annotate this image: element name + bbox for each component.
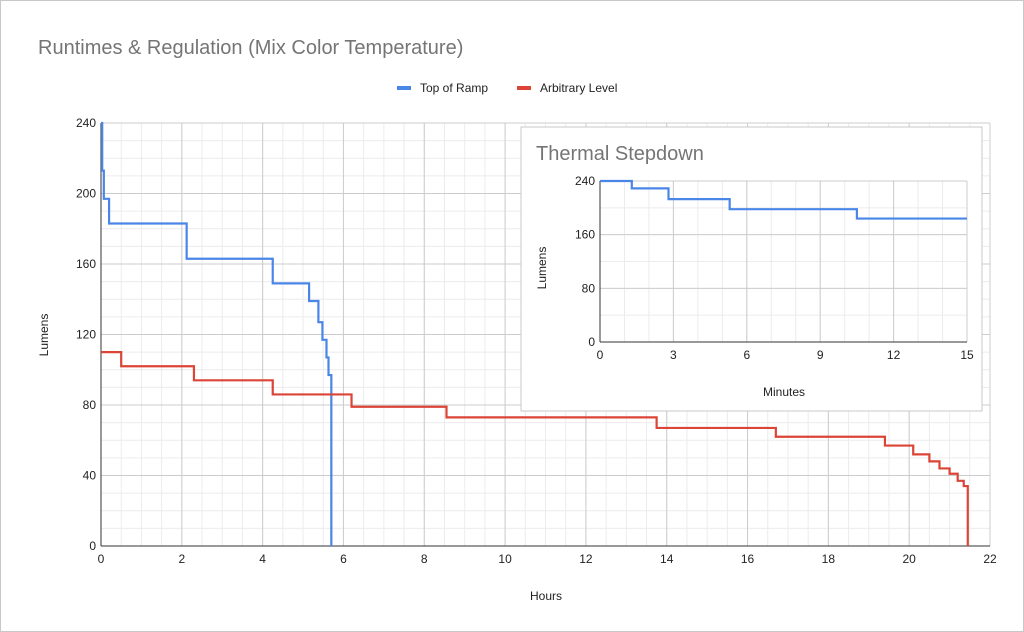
main-y-tick-label: 240 <box>76 116 96 130</box>
main-x-tick-label: 4 <box>259 552 266 566</box>
inset-x-tick-label: 0 <box>597 348 604 362</box>
inset-x-tick-label: 9 <box>817 348 824 362</box>
inset-x-tick-label: 12 <box>887 348 901 362</box>
legend-label-arbitrary-level: Arbitrary Level <box>540 81 617 95</box>
inset-x-axis-label: Minutes <box>763 385 805 399</box>
inset-chart: Thermal Stepdown 0 3 6 9 12 15 0 80 160 240 Minut… <box>520 126 983 412</box>
main-x-tick-label: 14 <box>660 552 674 566</box>
main-y-tick-label: 40 <box>83 469 97 483</box>
main-x-tick-label: 20 <box>903 552 917 566</box>
main-x-tick-label: 10 <box>498 552 512 566</box>
main-x-tick-label: 6 <box>340 552 347 566</box>
main-x-tick-label: 16 <box>741 552 755 566</box>
legend-label-top-of-ramp: Top of Ramp <box>420 81 488 95</box>
main-series-arbitrary-level <box>101 351 969 546</box>
main-y-tick-label: 80 <box>83 398 97 412</box>
main-y-tick-label: 160 <box>76 257 96 271</box>
inset-title: Thermal Stepdown <box>536 143 704 165</box>
inset-x-tick-label: 6 <box>743 348 750 362</box>
x-axis-label: Hours <box>530 589 562 603</box>
y-axis-label: Lumens <box>37 314 51 357</box>
main-y-tick-label: 0 <box>89 539 96 553</box>
inset-x-tick-label: 3 <box>670 348 677 362</box>
chart-title: Runtimes & Regulation (Mix Color Tempera… <box>38 37 463 59</box>
main-x-tick-label: 2 <box>178 552 185 566</box>
inset-y-tick-label: 0 <box>588 335 595 349</box>
inset-y-axis-label: Lumens <box>535 247 549 290</box>
legend: Top of Ramp Arbitrary Level <box>397 81 617 95</box>
main-x-tick-label: 22 <box>983 552 997 566</box>
inset-frame <box>520 126 983 412</box>
inset-x-tick-label: 15 <box>960 348 974 362</box>
main-x-tick-label: 0 <box>98 552 105 566</box>
inset-y-tick-label: 80 <box>582 281 596 295</box>
main-series-top-of-ramp <box>101 121 333 546</box>
inset-series-top-of-ramp <box>600 179 967 220</box>
inset-y-tick-label: 240 <box>575 174 595 188</box>
main-y-tick-label: 120 <box>76 328 96 342</box>
main-x-tick-label: 8 <box>421 552 428 566</box>
main-x-tick-label: 12 <box>579 552 593 566</box>
inset-y-tick-label: 160 <box>575 228 595 242</box>
main-x-tick-label: 18 <box>822 552 836 566</box>
legend-swatch-top-of-ramp <box>397 86 411 90</box>
legend-swatch-arbitrary-level <box>517 86 531 90</box>
main-y-tick-label: 200 <box>76 187 96 201</box>
